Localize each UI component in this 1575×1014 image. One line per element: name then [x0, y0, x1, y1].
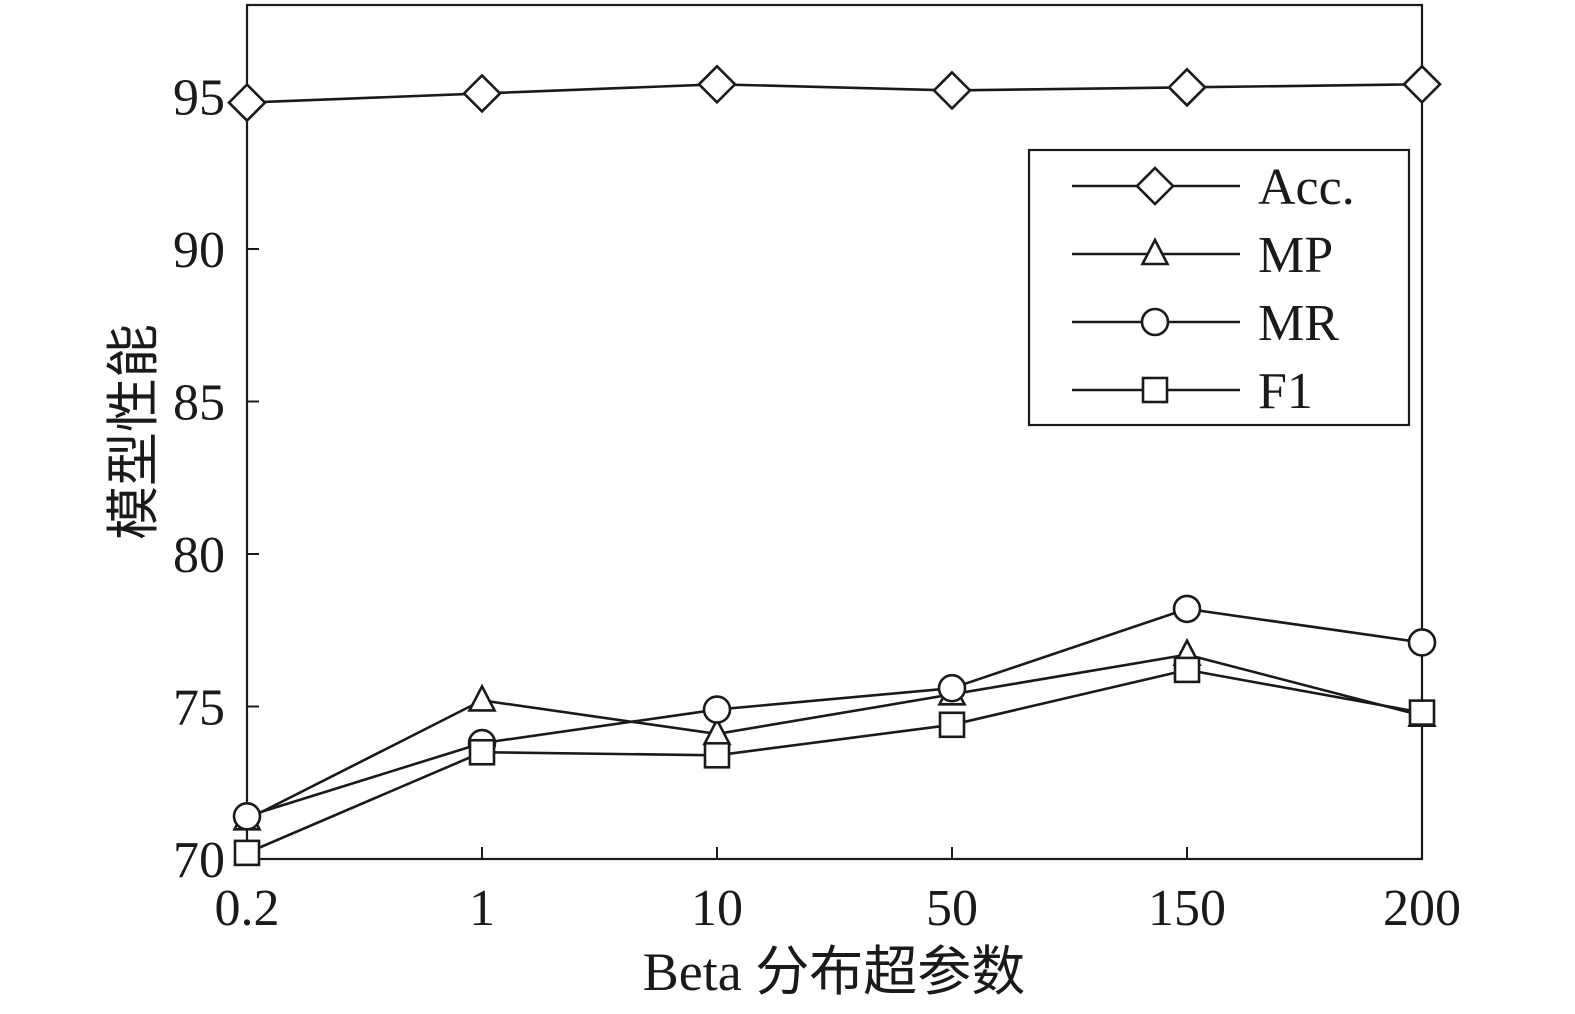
y-tick-label: 90 — [173, 222, 225, 279]
series-f1 — [233, 656, 1436, 867]
legend-box — [1027, 148, 1411, 427]
point-mr-3 — [937, 673, 967, 703]
point-f1-4 — [1173, 656, 1201, 684]
x-tick-label: 150 — [1148, 880, 1226, 937]
point-mp-1 — [467, 683, 497, 712]
legend: Acc. MP MR F1 — [1027, 148, 1411, 427]
point-acc-1 — [462, 73, 502, 114]
point-acc-5 — [1402, 64, 1442, 105]
point-acc-2 — [697, 64, 737, 105]
point-f1-5 — [1408, 699, 1436, 726]
legend-label-mr: MR — [1258, 295, 1339, 352]
x-axis-label: Beta 分布超参数 — [643, 942, 1025, 1002]
legend-entry-f1: F1 — [1072, 363, 1313, 420]
legend-entry-mp: MP — [1072, 227, 1333, 284]
point-mr-4 — [1172, 594, 1202, 624]
series-line-f1 — [246, 668, 1423, 855]
y-tick-label: 75 — [173, 680, 225, 737]
legend-label-f1: F1 — [1258, 363, 1313, 420]
series-mp — [232, 637, 1437, 831]
x-tick-label: 200 — [1383, 880, 1461, 937]
plot-frame — [245, 3, 1424, 861]
x-tick-label: 50 — [926, 880, 978, 937]
legend-label-acc: Acc. — [1258, 159, 1355, 216]
point-mr-2 — [702, 695, 732, 724]
point-f1-2 — [703, 741, 731, 769]
x-tick-label: 10 — [691, 880, 743, 937]
y-tick-label: 95 — [173, 70, 225, 127]
point-f1-1 — [468, 738, 496, 766]
point-acc-4 — [1167, 67, 1207, 108]
legend-marker-mp — [1140, 237, 1170, 266]
legend-entry-mr: MR — [1072, 295, 1339, 352]
series-mr — [232, 594, 1437, 831]
point-f1-0 — [233, 839, 261, 867]
series-line-mr — [246, 607, 1423, 818]
point-acc-0 — [227, 82, 267, 123]
y-axis-label: 模型性能 — [104, 324, 164, 540]
legend-entry-acc: Acc. — [1072, 159, 1355, 216]
x-tick-label: 1 — [469, 880, 495, 937]
y-tick-label: 80 — [173, 527, 225, 584]
axes: 70 75 80 85 90 95 0.2 1 10 50 150 200 — [173, 3, 1461, 937]
series-line-acc — [246, 83, 1423, 104]
legend-label-mp: MP — [1258, 227, 1333, 284]
series-acc — [227, 64, 1442, 123]
point-acc-3 — [932, 70, 972, 111]
point-mr-0 — [232, 801, 262, 831]
x-tick-label: 0.2 — [215, 880, 280, 937]
point-mr-5 — [1407, 628, 1437, 657]
series-line-mp — [246, 653, 1423, 821]
y-tick-label: 85 — [173, 375, 225, 432]
y-tick-label: 70 — [173, 832, 225, 889]
plot-data — [227, 64, 1442, 867]
point-f1-3 — [938, 711, 966, 739]
legend-marker-acc — [1135, 166, 1175, 206]
legend-marker-mr — [1140, 307, 1170, 337]
legend-marker-f1 — [1141, 376, 1169, 404]
